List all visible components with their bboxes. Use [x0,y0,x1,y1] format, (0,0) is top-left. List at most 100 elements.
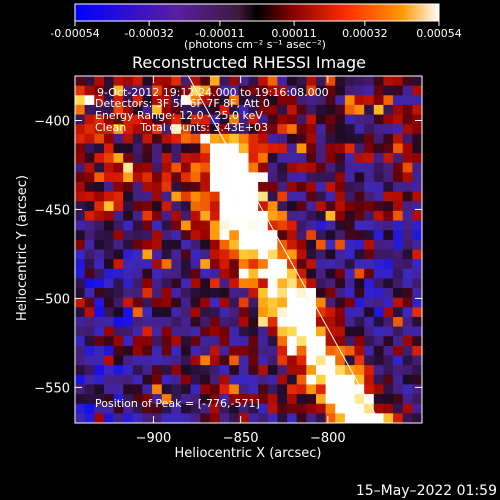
heatmap-cell [238,355,250,366]
heatmap-cell [103,297,115,308]
heatmap-cell [229,268,240,280]
heatmap-cell [171,230,182,241]
heatmap-cell [84,76,95,87]
heatmap-cell [219,95,230,106]
x-axis-label: Heliocentric X (arcsec) [175,446,322,461]
heatmap-cell [344,220,356,231]
heatmap-cell [354,162,365,173]
heatmap-cell [383,278,394,289]
heatmap-cell [364,384,375,395]
heatmap-cell [267,288,279,299]
heatmap-cell [75,230,86,241]
heatmap-cell [335,355,346,366]
heatmap-cell [306,172,317,183]
heatmap-cell [258,172,269,183]
heatmap-cell [200,85,211,96]
heatmap-cell [373,143,385,154]
heatmap-cell [364,403,375,414]
heatmap-cell [132,384,144,395]
heatmap-cell [161,201,172,212]
heatmap-cell [171,268,182,280]
heatmap-cell [84,288,95,299]
heatmap-cell [315,278,327,289]
heatmap-cell [354,249,365,260]
heatmap-cell [393,153,404,164]
heatmap-cell [132,336,144,347]
heatmap-cell [287,297,298,308]
heatmap-cell [161,162,172,173]
heatmap-cell [238,326,250,337]
heatmap-cell [181,345,192,357]
heatmap-cell [383,259,394,270]
heatmap-cell [200,104,211,116]
heatmap-cell [277,95,288,106]
heatmap-cell [75,297,86,308]
heatmap-cell [335,124,346,135]
heatmap-cell [373,104,385,116]
heatmap-cell [200,326,211,337]
heatmap-cell [393,85,404,96]
heatmap-cell [364,394,375,405]
heatmap-cell [113,133,124,145]
heatmap-cell [248,95,259,106]
heatmap-cell [200,95,211,106]
heatmap-cell [219,413,230,423]
heatmap-cell [123,268,134,280]
heatmap-cell [315,162,327,173]
heatmap-cell [209,239,221,251]
y-axis-ticks: −400 −450 −500 −550 [34,114,422,396]
heatmap-cell [200,345,211,357]
heatmap-cell [171,384,182,395]
heatmap-cell [161,239,172,251]
heatmap-cell [181,316,192,328]
heatmap-cell [354,336,365,347]
heatmap-cell [94,172,105,183]
heatmap-cell [209,124,221,135]
x-axis-ticks: −900 −850 −800 [136,76,346,446]
heatmap-cell [373,403,385,414]
heatmap-cell [296,210,307,222]
heatmap-cell [277,153,288,164]
heatmap-cell [113,278,124,289]
heatmap-cell [94,316,105,328]
heatmap-cell [229,162,240,173]
heatmap-cell [84,278,95,289]
heatmap-cell [306,201,317,212]
heatmap-cell [412,104,422,116]
heatmap-cell [354,403,365,414]
heatmap-cell [132,230,144,241]
heatmap-cell [229,278,240,289]
heatmap-cell [219,114,230,125]
heatmap-cell [171,345,182,357]
heatmap-cell [161,403,172,414]
heatmap-cell [306,249,317,260]
heatmap-cell [161,153,172,164]
heatmap-cell [113,95,124,106]
heatmap-cell [161,114,172,125]
heatmap-cell [209,345,221,357]
heatmap-cell [354,182,365,193]
heatmap-cell [152,259,163,270]
heatmap-cell [373,374,385,386]
heatmap-cell [364,191,375,202]
heatmap-cell [258,230,269,241]
heatmap-cell [258,355,269,366]
heatmap-cell [258,124,269,135]
heatmap-cell [287,288,298,299]
heatmap-cell [277,104,288,116]
heatmap-cell [325,104,336,116]
heatmap-cell [181,374,192,386]
heatmap-cell [364,239,375,251]
heatmap-cell [219,162,230,173]
heatmap-cell [412,191,422,202]
heatmap-cell [412,133,422,145]
heatmap-cell [190,95,201,106]
heatmap-cell [75,307,86,318]
heatmap-cell [325,114,336,125]
heatmap-cell [412,210,422,222]
heatmap-cell [209,326,221,337]
heatmap-cell [364,124,375,135]
heatmap-cell [113,365,124,376]
heatmap-cell [209,114,221,125]
heatmap-cell [238,114,250,125]
